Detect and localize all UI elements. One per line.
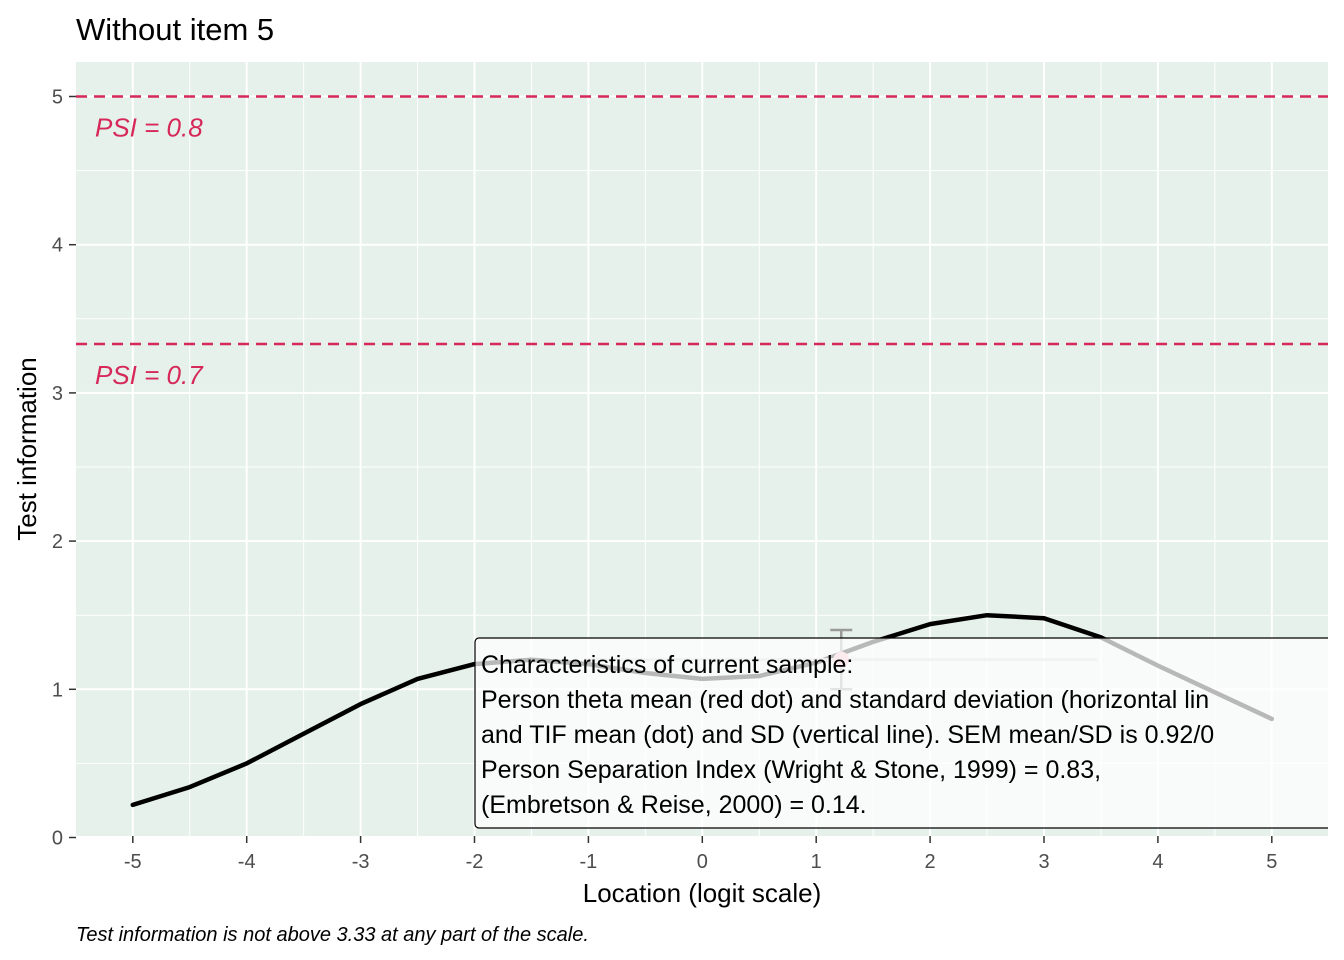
chart-title: Without item 5 [76, 12, 274, 47]
y-tick-label: 3 [52, 383, 63, 405]
y-tick-label: 1 [52, 679, 63, 701]
reference-label-2: PSI = 0.7 [95, 360, 204, 390]
annotation-line-2: Person theta mean (red dot) and standard… [481, 686, 1209, 714]
x-axis: -5 -4 -3 -2 -1 0 1 2 3 4 5 [124, 836, 1277, 873]
x-tick-label: -2 [466, 851, 484, 873]
x-tick-label: 0 [697, 851, 708, 873]
x-tick-label: -1 [580, 851, 598, 873]
reference-label-1: PSI = 0.8 [95, 113, 203, 143]
chart-caption: Test information is not above 3.33 at an… [76, 924, 589, 946]
y-tick-label: 4 [52, 235, 63, 257]
y-axis: 0 1 2 3 4 5 [52, 87, 76, 850]
annotation-line-4: Person Separation Index (Wright & Stone,… [481, 756, 1101, 784]
x-axis-title: Location (logit scale) [583, 878, 821, 908]
annotation-line-5: (Embretson & Reise, 2000) = 0.14. [481, 791, 867, 819]
x-tick-label: 2 [925, 851, 936, 873]
y-tick-label: 0 [52, 828, 63, 850]
x-tick-label: -3 [352, 851, 370, 873]
x-tick-label: 3 [1038, 851, 1049, 873]
annotation-box: Characteristics of current sample: Perso… [474, 637, 1338, 829]
right-clip [1328, 0, 1344, 960]
x-tick-label: 1 [811, 851, 822, 873]
annotation-line-3: and TIF mean (dot) and SD (vertical line… [481, 721, 1214, 749]
y-axis-title: Test information [12, 357, 42, 541]
reference-lines: PSI = 0.8 PSI = 0.7 [76, 95, 1328, 390]
y-tick-label: 2 [52, 531, 63, 553]
y-tick-label: 5 [52, 87, 63, 109]
x-tick-label: 4 [1152, 851, 1163, 873]
x-tick-label: -4 [238, 851, 256, 873]
annotation-line-1: Characteristics of current sample: [481, 651, 853, 679]
x-tick-label: -5 [124, 851, 142, 873]
x-tick-label: 5 [1266, 851, 1277, 873]
